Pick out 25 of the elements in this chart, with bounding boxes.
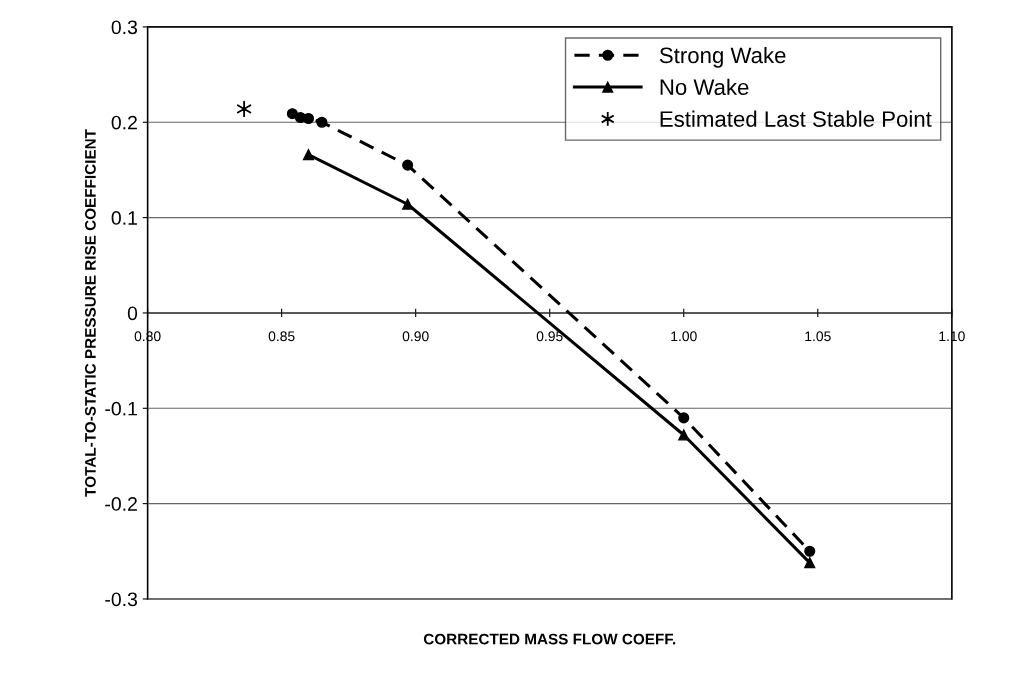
point <box>804 545 816 557</box>
point <box>678 412 690 424</box>
legend-label: Strong Wake <box>659 46 786 68</box>
y-tick-label: 0.2 <box>111 115 137 130</box>
legend-label: Estimated Last Stable Point <box>660 110 932 127</box>
x-tick-label: 0.85 <box>268 331 295 342</box>
y-tick-label: 0.3 <box>111 20 138 35</box>
x-tick-label: 1.05 <box>805 331 831 342</box>
y-tick-label: 0.1 <box>111 211 137 225</box>
y-tick-label: -0.3 <box>105 592 138 607</box>
x-axis-title: CORRECTED MASS FLOW COEFF. <box>423 633 676 645</box>
point <box>286 108 298 120</box>
point <box>804 557 816 569</box>
y-axis-title: TOTAL-TO-STATIC PRESSURE RISE COEFFICIENT <box>84 129 96 497</box>
y-tick-label: -0.1 <box>105 401 137 416</box>
x-tick-label: 1.00 <box>671 331 697 342</box>
y-tick-label: -0.2 <box>105 497 137 511</box>
point <box>302 149 315 161</box>
point <box>236 100 252 118</box>
legend-label: No Wake <box>660 78 749 96</box>
point <box>678 429 690 441</box>
x-tick-label: 0.90 <box>402 331 429 342</box>
point <box>402 159 414 171</box>
point <box>316 116 328 128</box>
y-tick-label: 0 <box>127 306 138 321</box>
